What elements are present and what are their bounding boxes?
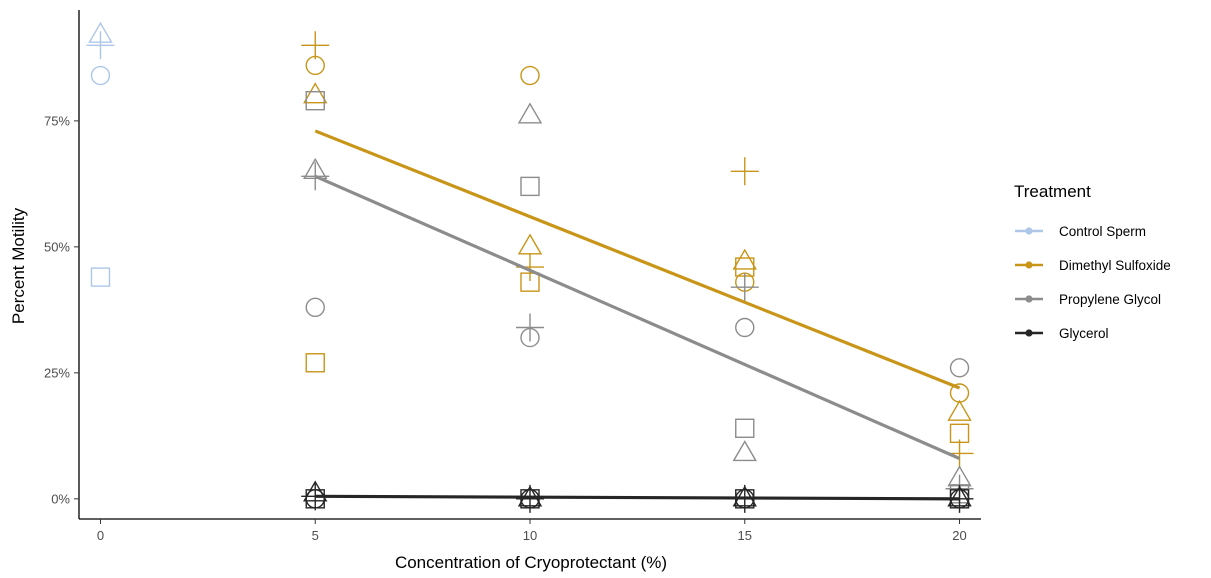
- legend-item-control-sperm: Control Sperm: [1015, 224, 1146, 239]
- x-axis-title: Concentration of Cryoprotectant (%): [395, 553, 667, 572]
- trend-lines-layer: [314, 129, 961, 501]
- y-tick-label: 50%: [44, 239, 70, 254]
- data-point-circle: [520, 327, 540, 348]
- data-point-triangle: [517, 102, 543, 124]
- data-point-triangle: [947, 399, 972, 421]
- y-axis-title: Percent Motility: [9, 207, 28, 324]
- legend-key-dot: [1025, 261, 1033, 269]
- y-tick-label: 25%: [44, 365, 70, 380]
- x-tick-label: 15: [738, 528, 752, 543]
- legend-item-propylene-glycol: Propylene Glycol: [1015, 292, 1161, 307]
- data-point-square: [305, 489, 325, 509]
- legend-label: Control Sperm: [1059, 224, 1146, 239]
- data-point-square: [520, 489, 540, 509]
- data-point-triangle: [88, 21, 113, 43]
- data-point-square: [735, 418, 755, 438]
- data-point-triangle: [732, 248, 757, 270]
- legend-label: Dimethyl Sulfoxide: [1059, 258, 1171, 273]
- data-point-triangle: [303, 157, 328, 179]
- y-tick-label: 75%: [44, 113, 70, 128]
- series-dimethyl-sulfoxide-points: [301, 31, 974, 468]
- series-propylene-glycol-points: [301, 91, 974, 504]
- data-point-triangle: [732, 440, 757, 462]
- x-tick-label: 10: [523, 528, 537, 543]
- data-point-square: [520, 176, 540, 197]
- data-point-triangle: [303, 82, 328, 104]
- data-point-circle: [305, 297, 325, 318]
- x-tick-label: 0: [97, 528, 104, 543]
- data-point-square: [305, 91, 325, 111]
- legend-label: Propylene Glycol: [1059, 292, 1161, 307]
- legend-label: Glycerol: [1059, 326, 1109, 341]
- data-point-circle: [90, 65, 111, 86]
- series-control-sperm-points: [86, 21, 115, 287]
- data-point-triangle: [303, 480, 328, 502]
- data-point-circle: [305, 55, 325, 76]
- data-point-circle: [949, 358, 970, 378]
- data-point-square: [949, 423, 970, 444]
- data-point-circle: [735, 317, 755, 338]
- data-point-plus: [730, 157, 759, 186]
- legend-key-dot: [1025, 227, 1033, 235]
- axes-layer: 0 5 10 15 20 0% 25% 50% 75%: [44, 10, 981, 543]
- data-point-square: [305, 353, 325, 373]
- data-point-plus: [516, 313, 544, 342]
- legend-item-glycerol: Glycerol: [1015, 326, 1109, 341]
- data-points-layer: [86, 21, 974, 513]
- trend-line-dimethyl-sulfoxide: [314, 129, 961, 390]
- x-tick-label: 5: [312, 528, 319, 543]
- x-tick-label: 20: [952, 528, 966, 543]
- data-point-triangle: [947, 485, 972, 507]
- data-point-plus: [301, 31, 330, 60]
- legend: Treatment Control Sperm Dimethyl Sulfoxid…: [1014, 182, 1171, 341]
- data-point-square: [90, 267, 111, 287]
- data-point-plus: [730, 273, 759, 302]
- legend-key-dot: [1025, 295, 1033, 303]
- trend-line-glycerol: [315, 494, 960, 501]
- y-tick-label: 0%: [51, 491, 70, 506]
- legend-key-dot: [1025, 329, 1033, 337]
- data-point-plus: [516, 484, 544, 513]
- data-point-plus: [86, 31, 115, 60]
- data-point-triangle: [732, 485, 757, 507]
- data-point-circle: [520, 65, 540, 86]
- trend-line-propylene-glycol: [314, 174, 961, 460]
- data-point-square: [520, 272, 540, 292]
- data-point-triangle: [517, 233, 543, 255]
- legend-title: Treatment: [1014, 182, 1091, 201]
- legend-item-dimethyl-sulfoxide: Dimethyl Sulfoxide: [1015, 258, 1171, 273]
